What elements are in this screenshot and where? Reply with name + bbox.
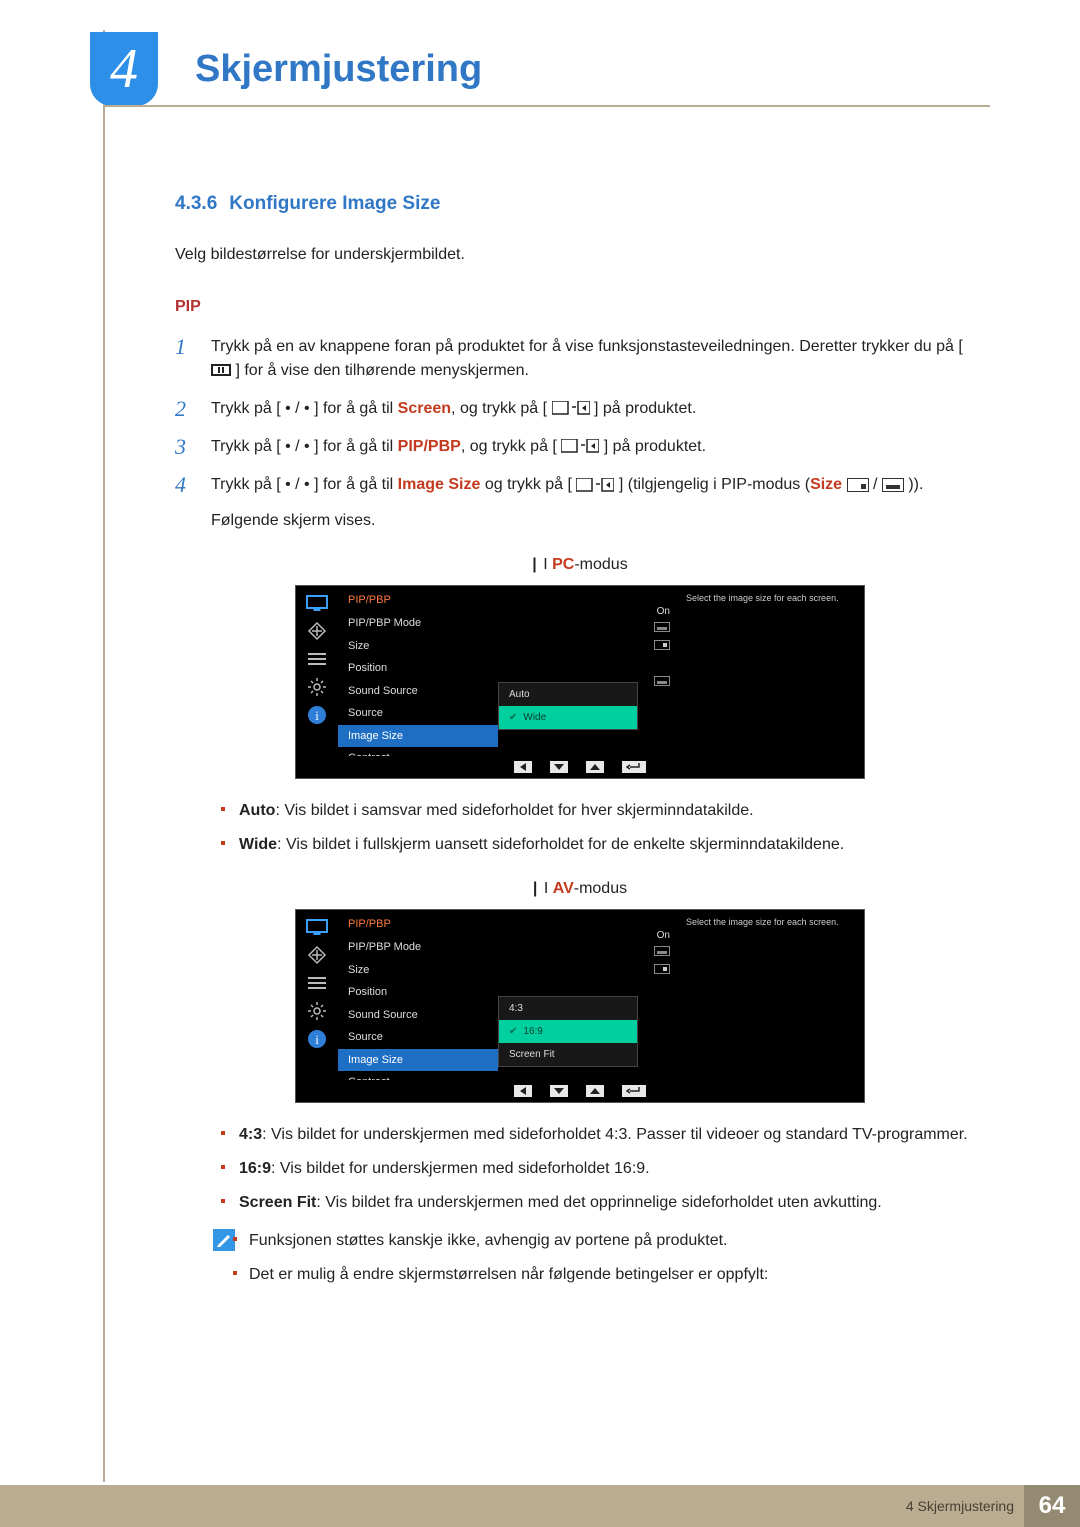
display-icon	[306, 918, 328, 936]
list-icon	[306, 974, 328, 992]
step-number: 1	[175, 335, 211, 383]
step-4: 4 Trykk på [ • / • ] for å gå til Image …	[175, 473, 985, 533]
footer-page: 64	[1024, 1485, 1080, 1527]
osd-row-position: Position	[338, 657, 498, 680]
pip-subheading: PIP	[175, 295, 985, 319]
osd-values: On Auto ✔Wide	[498, 586, 678, 756]
svg-text:i: i	[315, 708, 319, 723]
osd-sidebar: i	[296, 586, 338, 756]
menu-icon	[211, 364, 231, 376]
adjust-icon	[306, 622, 328, 640]
step-3: 3 Trykk på [ • / • ] for å gå til PIP/PB…	[175, 435, 985, 459]
pip-enter-icon	[561, 439, 599, 453]
osd-option-169: ✔16:9	[499, 1020, 637, 1043]
osd-popup-av: 4:3 ✔16:9 Screen Fit	[498, 996, 638, 1067]
svg-text:i: i	[315, 1032, 319, 1047]
osd-nav-bar	[296, 756, 864, 778]
osd-row-imgsize: Image Size	[338, 1049, 498, 1072]
step-body: Trykk på [ • / • ] for å gå til Image Si…	[211, 473, 985, 533]
footer-label: 4 Skjermjustering	[906, 1498, 1024, 1514]
step-body: Trykk på en av knappene foran på produkt…	[211, 335, 985, 383]
pc-bullets: Auto: Vis bildet i samsvar med sideforho…	[175, 799, 985, 857]
section-title: Konfigurere Image Size	[229, 193, 440, 214]
display-icon	[306, 594, 328, 612]
gear-icon	[306, 678, 328, 696]
osd-popup-pc: Auto ✔Wide	[498, 682, 638, 730]
nav-left-icon	[514, 1085, 532, 1097]
osd-screenshot-pc: i PIP/PBP PIP/PBP Mode Size Position Sou…	[295, 585, 865, 779]
osd-row-mode: PIP/PBP Mode	[338, 936, 498, 959]
gear-icon	[306, 1002, 328, 1020]
pip-enter-icon	[576, 478, 614, 492]
osd-option-auto: Auto	[499, 683, 637, 706]
bullet-screenfit: Screen Fit: Vis bildet fra underskjermen…	[239, 1191, 985, 1215]
nav-up-icon	[586, 761, 604, 773]
av-mode-label: | I AV-modus	[175, 877, 985, 901]
osd-help-text: Select the image size for each screen.	[678, 586, 864, 756]
osd-sidebar: i	[296, 910, 338, 1080]
osd-option-wide: ✔Wide	[499, 706, 637, 729]
note-icon	[213, 1229, 235, 1251]
size-icon-wide	[882, 478, 904, 492]
note-2: Det er mulig å endre skjermstørrelsen nå…	[249, 1263, 985, 1287]
step-body: Trykk på [ • / • ] for å gå til Screen, …	[211, 397, 985, 421]
step-body: Trykk på [ • / • ] for å gå til PIP/PBP,…	[211, 435, 985, 459]
chapter-title: Skjermjustering	[195, 48, 482, 91]
osd-help-text: Select the image size for each screen.	[678, 910, 864, 1080]
size-icon-small	[847, 478, 869, 492]
step-number: 3	[175, 435, 211, 459]
pip-enter-icon	[552, 401, 590, 415]
pc-mode-label: | I PC-modus	[175, 553, 985, 577]
section-heading: 4.3.6 Konfigurere Image Size	[175, 190, 985, 219]
bullet-wide: Wide: Vis bildet i fullskjerm uansett si…	[239, 833, 985, 857]
nav-down-icon	[550, 1085, 568, 1097]
step-2: 2 Trykk på [ • / • ] for å gå til Screen…	[175, 397, 985, 421]
step-1: 1 Trykk på en av knappene foran på produ…	[175, 335, 985, 383]
osd-option-fit: Screen Fit	[499, 1043, 637, 1066]
osd-menu-header: PIP/PBP	[338, 914, 498, 937]
osd-row-position: Position	[338, 981, 498, 1004]
step-number: 2	[175, 397, 211, 421]
osd-screenshot-av: i PIP/PBP PIP/PBP Mode Size Position Sou…	[295, 909, 865, 1103]
osd-mode-value: On	[657, 928, 670, 943]
osd-row-size: Size	[338, 959, 498, 982]
osd-row-mode: PIP/PBP Mode	[338, 612, 498, 635]
osd-row-sound: Sound Source	[338, 1004, 498, 1027]
osd-option-43: 4:3	[499, 997, 637, 1020]
bullet-auto: Auto: Vis bildet i samsvar med sideforho…	[239, 799, 985, 823]
step-4-tail: Følgende skjerm vises.	[211, 509, 985, 533]
left-margin-rule	[103, 30, 105, 1482]
osd-row-source: Source	[338, 702, 498, 725]
info-icon: i	[306, 1030, 328, 1048]
osd-values: On 4:3 ✔16:9 Screen Fit	[498, 910, 678, 1080]
nav-down-icon	[550, 761, 568, 773]
page-footer: 4 Skjermjustering 64	[0, 1485, 1080, 1527]
step-number: 4	[175, 473, 211, 533]
osd-menu-header: PIP/PBP	[338, 590, 498, 613]
bullet-169: 16:9: Vis bildet for underskjermen med s…	[239, 1157, 985, 1181]
osd-row-sound: Sound Source	[338, 680, 498, 703]
info-icon: i	[306, 706, 328, 724]
chapter-badge: 4	[90, 32, 158, 106]
section-intro: Velg bildestørrelse for underskjermbilde…	[175, 243, 985, 267]
osd-row-size: Size	[338, 635, 498, 658]
osd-menu-list: PIP/PBP PIP/PBP Mode Size Position Sound…	[338, 910, 498, 1080]
list-icon	[306, 650, 328, 668]
section-number: 4.3.6	[175, 193, 217, 214]
adjust-icon	[306, 946, 328, 964]
osd-nav-bar	[296, 1080, 864, 1102]
nav-enter-icon	[622, 761, 646, 773]
nav-left-icon	[514, 761, 532, 773]
top-rule	[105, 105, 990, 107]
nav-up-icon	[586, 1085, 604, 1097]
nav-enter-icon	[622, 1085, 646, 1097]
osd-row-imgsize: Image Size	[338, 725, 498, 748]
note-block: Funksjonen støttes kanskje ikke, avhengi…	[175, 1229, 985, 1297]
osd-menu-list: PIP/PBP PIP/PBP Mode Size Position Sound…	[338, 586, 498, 756]
note-1: Funksjonen støttes kanskje ikke, avhengi…	[249, 1229, 985, 1253]
osd-mode-value: On	[657, 604, 670, 619]
osd-row-source: Source	[338, 1026, 498, 1049]
av-bullets: 4:3: Vis bildet for underskjermen med si…	[175, 1123, 985, 1215]
bullet-43: 4:3: Vis bildet for underskjermen med si…	[239, 1123, 985, 1147]
